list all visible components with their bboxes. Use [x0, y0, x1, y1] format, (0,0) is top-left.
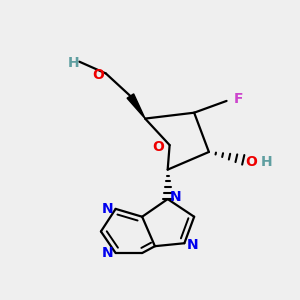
Text: N: N [170, 190, 181, 204]
Text: H: H [261, 155, 273, 169]
Text: O: O [245, 155, 257, 169]
Text: F: F [234, 92, 243, 106]
Text: N: N [186, 238, 198, 252]
Text: N: N [102, 202, 114, 216]
Text: H: H [68, 56, 79, 70]
Text: O: O [152, 140, 164, 154]
Polygon shape [127, 94, 145, 119]
Text: N: N [102, 246, 114, 260]
Text: O: O [92, 68, 104, 83]
